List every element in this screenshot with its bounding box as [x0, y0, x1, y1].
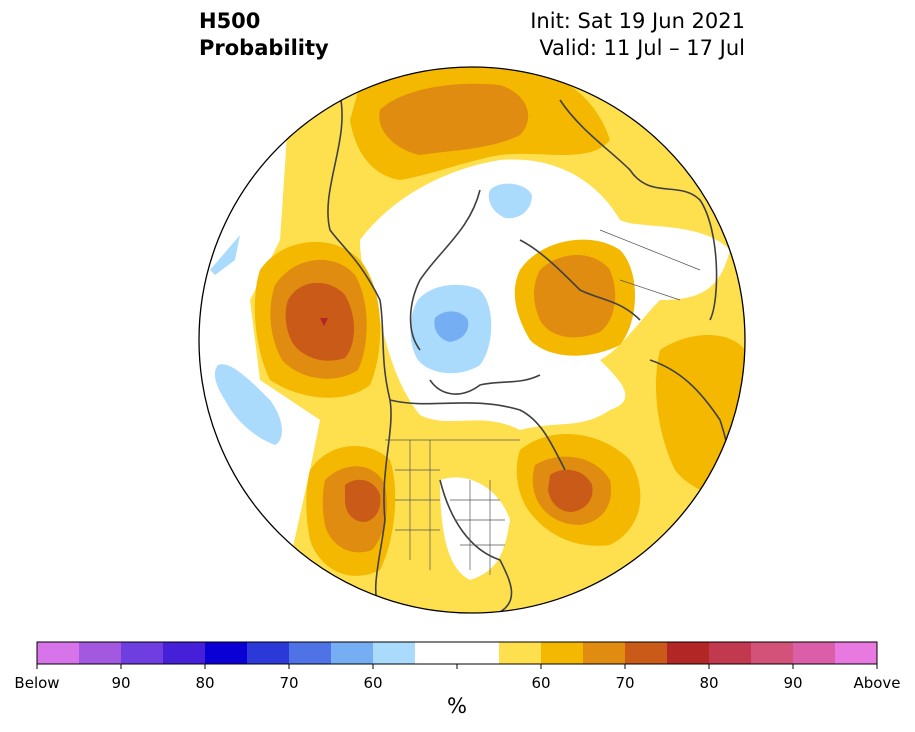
colorbar-cell — [709, 642, 752, 664]
colorbar-tick-label: 70 — [615, 674, 635, 692]
colorbar-ticks — [36, 664, 878, 669]
colorbar-cell — [373, 642, 416, 664]
below-65-arctic — [434, 311, 469, 342]
colorbar — [36, 641, 878, 669]
map-boundary — [198, 66, 746, 614]
colorbar-cell — [205, 642, 248, 664]
colorbar-cell — [163, 642, 206, 664]
probability-map — [198, 66, 746, 614]
colorbar-cell — [751, 642, 794, 664]
colorbar-cell — [331, 642, 374, 664]
colorbar-cell — [667, 642, 710, 664]
title-block: H500 Probability — [199, 8, 329, 62]
colorbar-unit: % — [447, 694, 467, 718]
below-60-westpacific — [210, 235, 240, 275]
colorbar-cell — [37, 642, 80, 664]
colorbar-cell — [541, 642, 584, 664]
colorbar-cell — [247, 642, 290, 664]
product-label: Probability — [199, 36, 329, 60]
neutral-region-eastus — [440, 477, 510, 580]
colorbar-tick-label: 80 — [195, 674, 215, 692]
colorbar-cell — [457, 642, 500, 664]
above-75-atlantic — [548, 469, 593, 512]
colorbar-tick-label: Below — [14, 674, 60, 692]
colorbar-cell — [835, 642, 878, 664]
colorbar-cell — [499, 642, 542, 664]
valid-period: Valid: 11 Jul – 17 Jul — [539, 36, 745, 60]
above-75-pacific — [285, 282, 355, 361]
colorbar-cell — [121, 642, 164, 664]
colorbar-cell — [289, 642, 332, 664]
colorbar-tick-label: 90 — [783, 674, 803, 692]
colorbar-tick-label: 90 — [111, 674, 131, 692]
borders — [385, 229, 701, 575]
date-block: Init: Sat 19 Jun 2021 Valid: 11 Jul – 17… — [530, 8, 745, 62]
variable-label: H500 — [199, 9, 261, 33]
colorbar-cell — [583, 642, 626, 664]
colorbar-tick-label: Above — [853, 674, 901, 692]
below-60-greenland — [488, 183, 532, 219]
colorbar-tick-label: 80 — [699, 674, 719, 692]
colorbar-cell — [79, 642, 122, 664]
above-70-siberia — [534, 255, 616, 338]
colorbar-tick-label: 60 — [363, 674, 383, 692]
above-70-alaska — [379, 83, 529, 155]
above-75-westus — [345, 479, 381, 522]
colorbar-tick-label: 70 — [279, 674, 299, 692]
above-80-pacific — [320, 318, 328, 326]
colorbar-cells — [37, 642, 878, 664]
colorbar-cell — [793, 642, 836, 664]
init-date: Init: Sat 19 Jun 2021 — [530, 9, 745, 33]
colorbar-cell — [625, 642, 668, 664]
below-60-subtropical — [214, 364, 282, 445]
shading-layer — [199, 67, 745, 613]
colorbar-cell — [415, 642, 458, 664]
colorbar-tick-label: 60 — [531, 674, 551, 692]
